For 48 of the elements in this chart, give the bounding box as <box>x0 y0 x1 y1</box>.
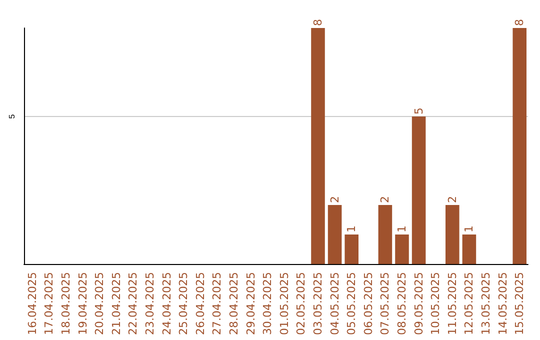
x-tick-label: 17.04.2025 <box>42 272 56 336</box>
x-tick-label: 28.04.2025 <box>228 272 240 336</box>
data-label: 1 <box>345 226 358 233</box>
x-tick-label: 05.05.2025 <box>345 272 358 336</box>
x-tick-label: 21.04.2025 <box>110 272 123 336</box>
x-tick-label: 19.04.2025 <box>76 272 90 336</box>
x-tick-label: 30.04.2025 <box>261 272 274 336</box>
x-tick-label: 18.04.2025 <box>60 272 72 336</box>
bar <box>328 205 342 264</box>
x-tick-label: 22.04.2025 <box>126 272 140 336</box>
data-label: 5 <box>412 108 426 115</box>
x-tick-label: 20.04.2025 <box>93 272 106 336</box>
data-label: 8 <box>513 19 526 26</box>
data-label: 1 <box>462 226 476 233</box>
x-tick-label: 11.05.2025 <box>446 272 459 336</box>
bar <box>395 234 409 264</box>
x-tick-label: 27.04.2025 <box>210 272 224 336</box>
bar <box>378 205 392 264</box>
bar <box>412 116 426 264</box>
x-tick-label: 08.05.2025 <box>396 272 408 336</box>
x-tick-label: 25.04.2025 <box>177 272 190 336</box>
bar <box>512 28 526 264</box>
bar <box>462 234 476 264</box>
x-tick-label: 15.05.2025 <box>513 272 526 336</box>
data-label: 2 <box>328 196 342 204</box>
x-tick-label: 12.05.2025 <box>462 272 476 336</box>
x-tick-label: 16.04.2025 <box>26 272 39 336</box>
x-tick-label: 23.04.2025 <box>144 272 156 336</box>
x-tick-label: 03.05.2025 <box>312 272 324 336</box>
x-tick-label: 10.05.2025 <box>429 272 442 336</box>
data-label: 2 <box>446 196 459 204</box>
x-tick-label: 26.04.2025 <box>194 272 207 336</box>
x-tick-label: 06.05.2025 <box>362 272 375 336</box>
x-tick-label: 14.05.2025 <box>496 272 510 336</box>
x-tick-label: 24.04.2025 <box>160 272 174 336</box>
x-tick-label: 02.05.2025 <box>294 272 308 336</box>
bar <box>344 234 358 264</box>
bar <box>446 205 460 264</box>
x-tick-label: 04.05.2025 <box>328 272 342 336</box>
data-label: 1 <box>396 226 408 233</box>
x-tick-label: 13.05.2025 <box>480 272 492 336</box>
x-tick-label: 29.04.2025 <box>244 272 258 336</box>
x-tick-label: 01.05.2025 <box>278 272 291 336</box>
data-label: 8 <box>312 19 324 26</box>
x-tick-label: 07.05.2025 <box>378 272 392 336</box>
bar <box>311 28 325 264</box>
x-tick-label: 09.05.2025 <box>412 272 426 336</box>
data-label: 2 <box>378 196 392 204</box>
